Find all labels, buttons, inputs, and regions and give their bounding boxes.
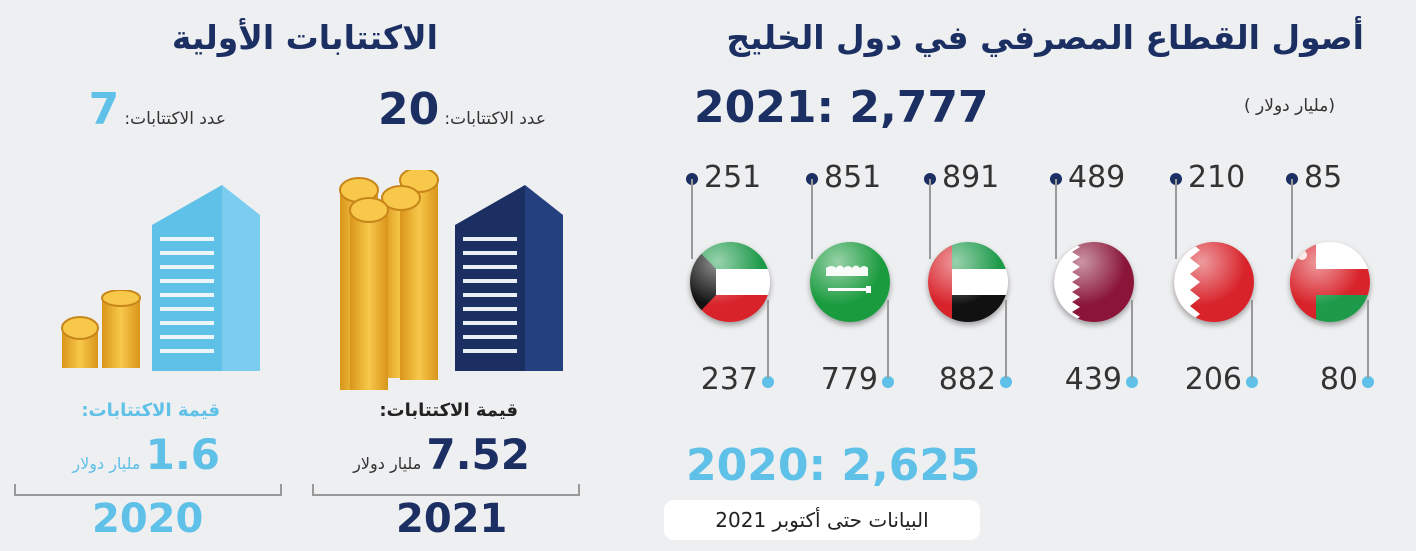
bahrain-flag bbox=[1174, 242, 1254, 322]
value-2020-saudi-arabia-flag: 779 bbox=[820, 362, 878, 397]
ipo-2020-count-label: عدد الاكتتابات: bbox=[124, 109, 226, 129]
uae-flag bbox=[928, 242, 1008, 322]
ipo-2021-count: 20 bbox=[378, 84, 440, 135]
value-2021-oman-flag: 85 bbox=[1304, 160, 1343, 195]
ipo-2020-count-row: عدد الاكتتابات: 7 bbox=[56, 84, 226, 135]
dot-2020-bahrain-flag bbox=[1246, 376, 1258, 388]
year-2021: 2021 bbox=[396, 496, 508, 542]
data-note: البيانات حتى أكتوبر 2021 bbox=[664, 500, 980, 540]
ipo-2020-count: 7 bbox=[88, 84, 120, 135]
leader-2020-bahrain-flag bbox=[1251, 300, 1253, 378]
value-2021-kuwait-flag: 251 bbox=[704, 160, 762, 195]
leader-2020-oman-flag bbox=[1367, 300, 1369, 378]
saudi-arabia-flag bbox=[810, 242, 890, 322]
dot-2020-oman-flag bbox=[1362, 376, 1374, 388]
bracket-2020 bbox=[14, 484, 282, 496]
ipo-2021-count-label: عدد الاكتتابات: bbox=[444, 109, 546, 129]
leader-2021-oman-flag bbox=[1291, 179, 1293, 259]
dot-2020-uae-flag bbox=[1000, 376, 1012, 388]
ipo-2020-value-unit: مليار دولار bbox=[72, 454, 141, 473]
value-2020-oman-flag: 80 bbox=[1319, 362, 1358, 397]
value-2021-saudi-arabia-flag: 851 bbox=[824, 160, 882, 195]
qatar-flag bbox=[1054, 242, 1134, 322]
year-2020: 2020 bbox=[92, 496, 204, 542]
ipo-2021-value-label: قيمة الاكتتابات: bbox=[379, 400, 518, 421]
leader-2020-kuwait-flag bbox=[767, 300, 769, 378]
value-2021-qatar-flag: 489 bbox=[1068, 160, 1126, 195]
leader-2020-saudi-arabia-flag bbox=[887, 300, 889, 378]
ipo-2020-value-row: 1.6 مليار دولار bbox=[40, 430, 220, 479]
leader-2021-saudi-arabia-flag bbox=[811, 179, 813, 259]
kuwait-flag bbox=[690, 242, 770, 322]
value-2020-bahrain-flag: 206 bbox=[1184, 362, 1242, 397]
leader-2021-kuwait-flag bbox=[691, 179, 693, 259]
dot-2020-kuwait-flag bbox=[762, 376, 774, 388]
total-2020: 2020: 2,625 bbox=[686, 440, 981, 491]
value-2021-bahrain-flag: 210 bbox=[1188, 160, 1246, 195]
ipo-title: الاكتتابات الأولية bbox=[171, 18, 438, 57]
coin-stacks-2021 bbox=[339, 170, 439, 390]
value-2020-qatar-flag: 439 bbox=[1064, 362, 1122, 397]
value-2021-uae-flag: 891 bbox=[942, 160, 1000, 195]
leader-2020-qatar-flag bbox=[1131, 300, 1133, 378]
dot-2020-qatar-flag bbox=[1126, 376, 1138, 388]
ipo-2021-value: 7.52 bbox=[426, 430, 530, 479]
building-2021-icon bbox=[455, 185, 563, 371]
building-2020-icon bbox=[152, 185, 260, 371]
leader-2021-bahrain-flag bbox=[1175, 179, 1177, 259]
leader-2020-uae-flag bbox=[1005, 300, 1007, 378]
oman-flag bbox=[1290, 242, 1370, 322]
leader-2021-uae-flag bbox=[929, 179, 931, 259]
ipo-2021-value-unit: مليار دولار bbox=[353, 454, 422, 473]
leader-2021-qatar-flag bbox=[1055, 179, 1057, 259]
banking-title: أصول القطاع المصرفي في دول الخليج bbox=[726, 18, 1364, 57]
ipo-2021-value-row: 7.52 مليار دولار bbox=[340, 430, 530, 479]
ipo-2021-count-row: عدد الاكتتابات: 20 bbox=[300, 84, 546, 135]
bracket-2021 bbox=[312, 484, 580, 496]
ipo-2020-value-label: قيمة الاكتتابات: bbox=[81, 400, 220, 421]
ipo-2020-value: 1.6 bbox=[145, 430, 220, 479]
coin-stacks-2020 bbox=[61, 290, 141, 368]
unit-label: (مليار دولار ) bbox=[1244, 96, 1336, 116]
value-2020-kuwait-flag: 237 bbox=[700, 362, 758, 397]
dot-2020-saudi-arabia-flag bbox=[882, 376, 894, 388]
value-2020-uae-flag: 882 bbox=[938, 362, 996, 397]
total-2021: 2021: 2,777 bbox=[694, 82, 989, 133]
